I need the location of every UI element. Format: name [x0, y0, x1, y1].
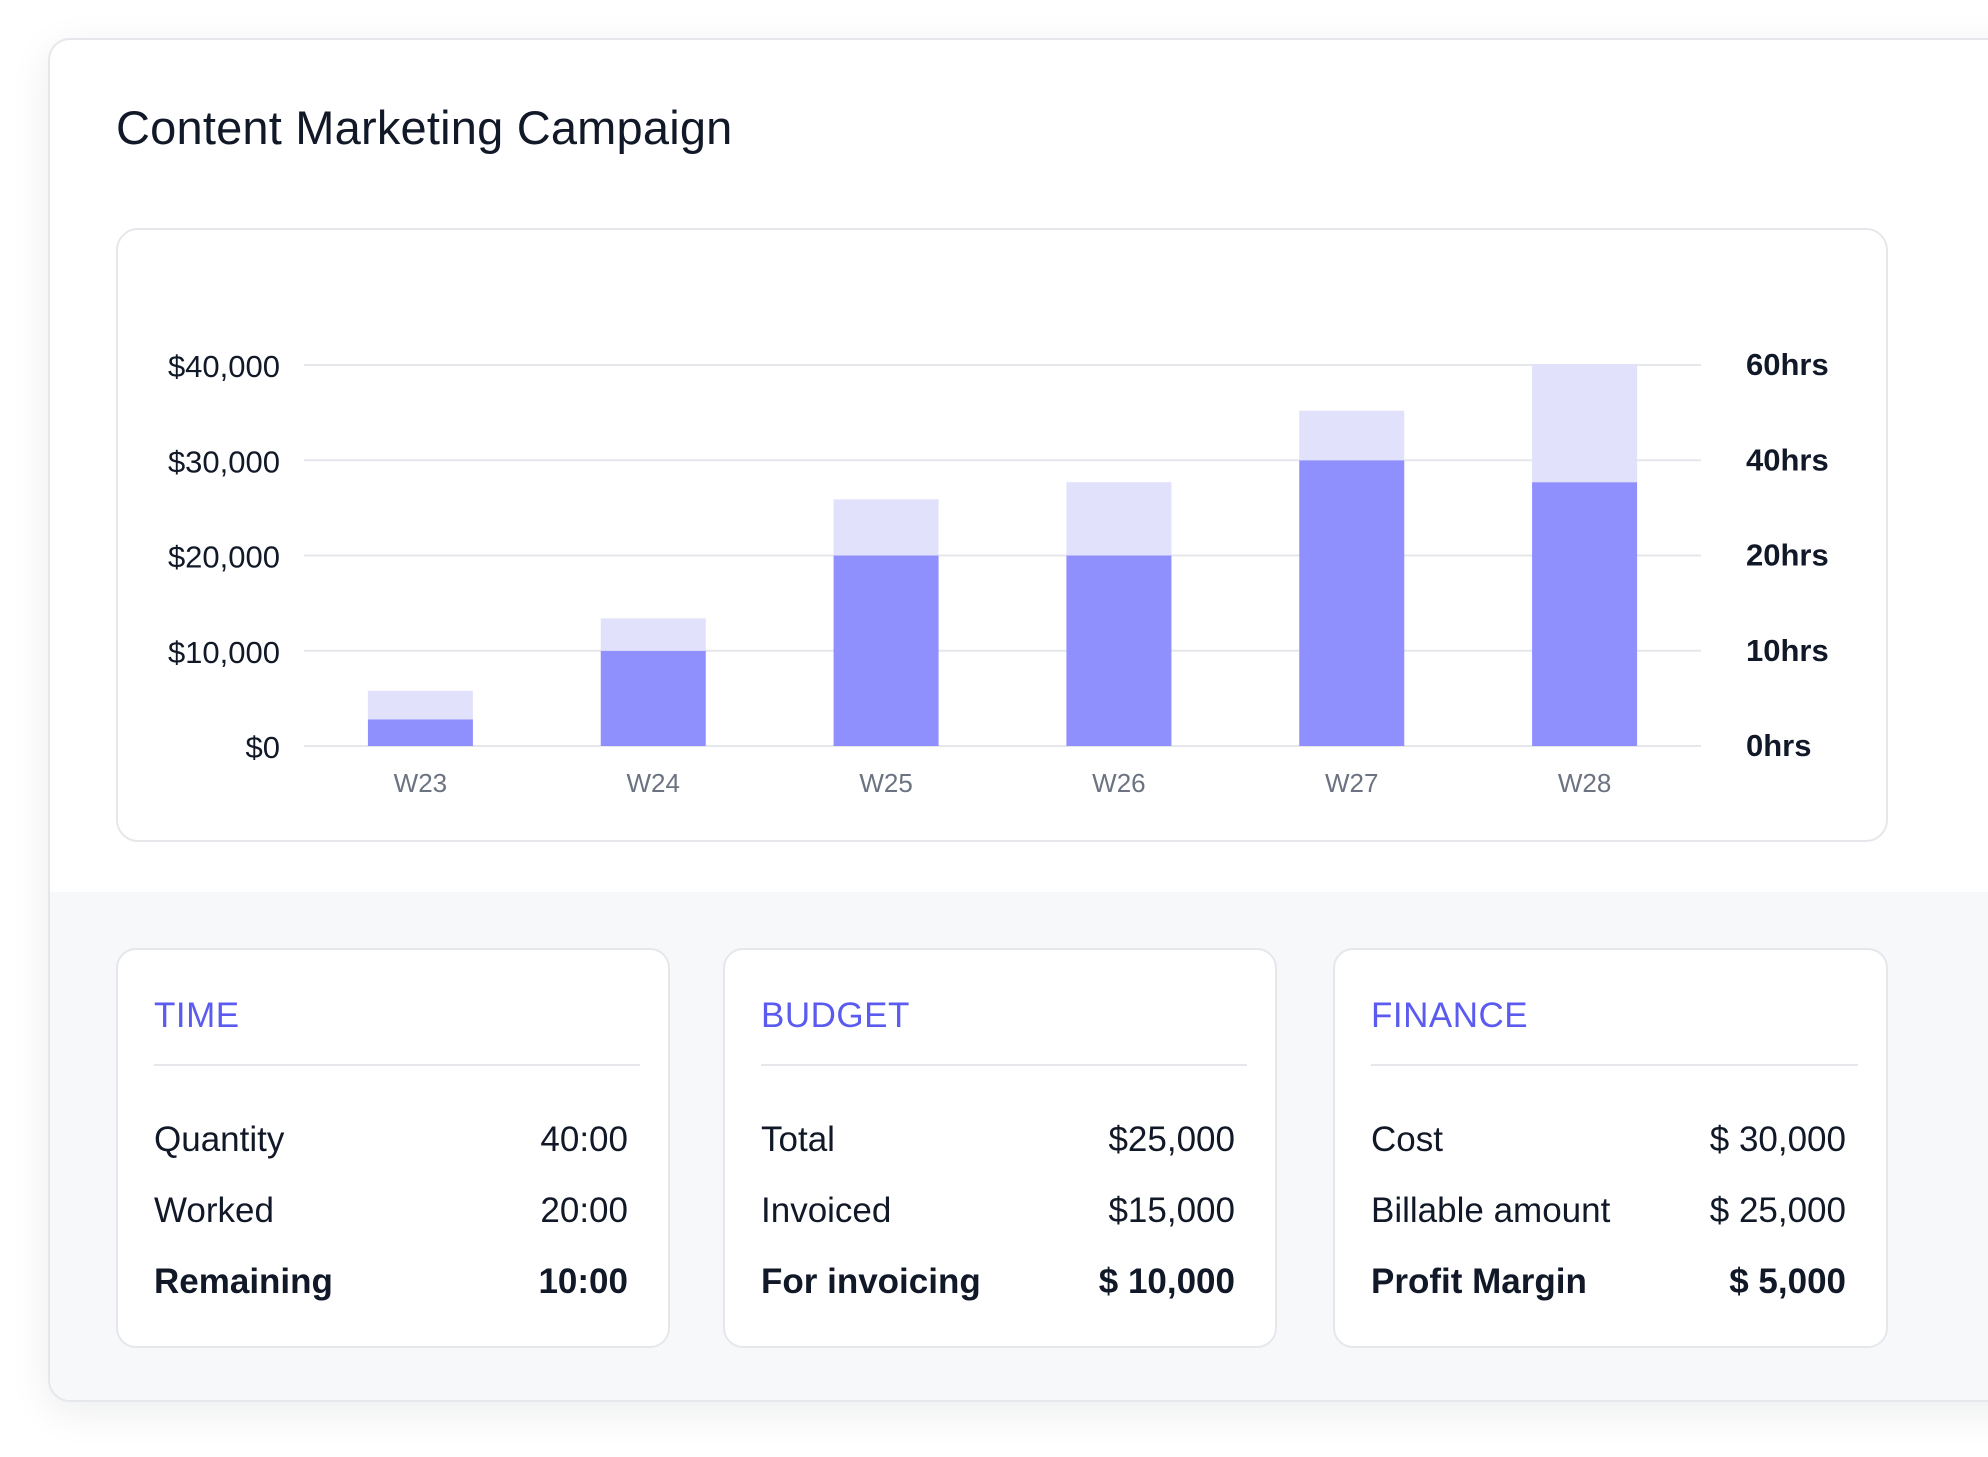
row-value: 20:00: [540, 1191, 628, 1230]
y-right-tick-label: 20hrs: [1746, 538, 1829, 573]
row-value: $ 10,000: [1098, 1262, 1235, 1301]
x-tick-label: W25: [859, 768, 912, 798]
divider: [1371, 1064, 1858, 1066]
row-value: $15,000: [1108, 1191, 1235, 1230]
row-label: Cost: [1371, 1120, 1443, 1159]
summary-section: TIME Quantity 40:00 Worked 20:00 Remaini…: [50, 892, 1988, 1400]
x-tick-label: W26: [1092, 768, 1145, 798]
row-value: $ 5,000: [1729, 1262, 1846, 1301]
campaign-bar-chart: $0 0hrs $10,000 10hrs $20,000 20hrs $30,000 40h…: [168, 347, 1829, 798]
row-label: Invoiced: [761, 1191, 892, 1230]
campaign-panel: Content Marketing Campaign $0 0hrs $10,000…: [48, 38, 1988, 1402]
bar-segment-primary: [1532, 482, 1638, 746]
row-value: $ 30,000: [1709, 1120, 1846, 1159]
y-right-tick-label: 0hrs: [1746, 728, 1811, 763]
x-tick-label: W28: [1558, 768, 1611, 798]
row-value: 10:00: [538, 1262, 628, 1301]
y-right-tick-label: 40hrs: [1746, 442, 1829, 477]
row-label: Total: [761, 1120, 835, 1159]
bar-segment-primary: [367, 719, 473, 746]
x-tick-label: W24: [627, 768, 680, 798]
bar-segment-secondary: [600, 618, 706, 651]
budget-card: BUDGET Total $25,000 Invoiced $15,000 Fo…: [723, 948, 1277, 1348]
y-left-tick-label: $40,000: [168, 349, 280, 384]
time-card-title: TIME: [154, 996, 240, 1035]
y-right-tick-label: 60hrs: [1746, 347, 1829, 382]
bar-segment-primary: [600, 650, 706, 746]
bar-segment-primary: [833, 555, 939, 746]
bar-segment-secondary: [1299, 410, 1405, 461]
row-value: $ 25,000: [1709, 1191, 1846, 1230]
row-label: Remaining: [154, 1262, 333, 1301]
chart-card: $0 0hrs $10,000 10hrs $20,000 20hrs $30,000 40h…: [116, 228, 1888, 842]
time-quantity-row: Quantity 40:00: [154, 1120, 628, 1160]
finance-card: FINANCE Cost $ 30,000 Billable amount $ …: [1333, 948, 1888, 1348]
row-value: 40:00: [540, 1120, 628, 1159]
divider: [154, 1064, 640, 1066]
y-left-tick-label: $0: [246, 730, 280, 765]
bar-segment-secondary: [367, 690, 473, 720]
row-label: Quantity: [154, 1120, 285, 1159]
y-left-tick-label: $30,000: [168, 444, 280, 479]
row-label: Worked: [154, 1191, 274, 1230]
budget-total-row: Total $25,000: [761, 1120, 1235, 1160]
row-label: Billable amount: [1371, 1191, 1611, 1230]
time-card: TIME Quantity 40:00 Worked 20:00 Remaini…: [116, 948, 670, 1348]
bar-segment-primary: [1299, 460, 1405, 746]
bar-segment-secondary: [833, 499, 939, 556]
divider: [761, 1064, 1247, 1066]
page-title: Content Marketing Campaign: [116, 101, 733, 154]
bar-segment-secondary: [1532, 364, 1638, 483]
y-right-tick-label: 10hrs: [1746, 633, 1829, 668]
x-tick-label: W23: [394, 768, 447, 798]
finance-cost-row: Cost $ 30,000: [1371, 1120, 1846, 1160]
budget-card-title: BUDGET: [761, 996, 910, 1035]
bar-segment-primary: [1066, 555, 1172, 746]
x-tick-label: W27: [1325, 768, 1378, 798]
finance-card-title: FINANCE: [1371, 996, 1529, 1035]
time-remaining-row: Remaining 10:00: [154, 1262, 628, 1302]
row-label: For invoicing: [761, 1262, 981, 1301]
finance-profit-margin-row: Profit Margin $ 5,000: [1371, 1262, 1846, 1302]
y-left-tick-label: $20,000: [168, 540, 280, 575]
row-value: $25,000: [1108, 1120, 1235, 1159]
time-worked-row: Worked 20:00: [154, 1191, 628, 1231]
row-label: Profit Margin: [1371, 1262, 1587, 1301]
budget-for-invoicing-row: For invoicing $ 10,000: [761, 1262, 1235, 1302]
budget-invoiced-row: Invoiced $15,000: [761, 1191, 1235, 1231]
finance-billable-row: Billable amount $ 25,000: [1371, 1191, 1846, 1231]
bar-segment-secondary: [1066, 482, 1172, 556]
y-left-tick-label: $10,000: [168, 635, 280, 670]
